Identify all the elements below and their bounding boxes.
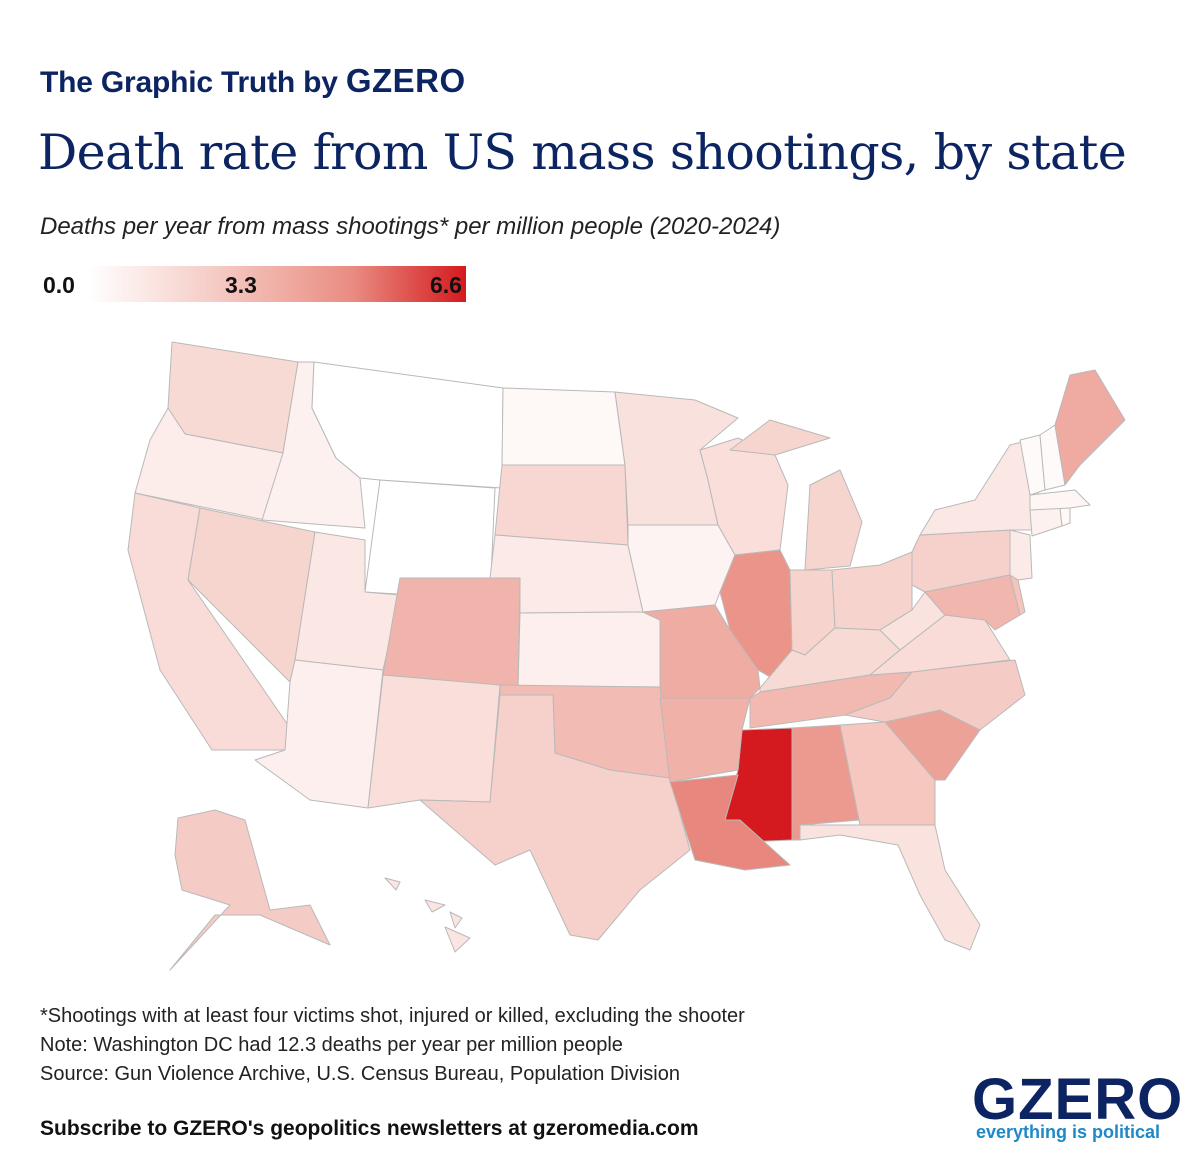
state-ri — [1059, 507, 1071, 527]
footnotes: *Shootings with at least four victims sh… — [40, 1002, 745, 1089]
kicker-brand: GZERO — [345, 62, 466, 99]
state-ct — [1029, 507, 1063, 537]
footnote-source: Source: Gun Violence Archive, U.S. Censu… — [40, 1063, 680, 1085]
page-title: Death rate from US mass shootings, by st… — [38, 124, 1127, 181]
state-la — [669, 774, 791, 871]
state-mi — [729, 419, 863, 571]
state-nd — [501, 387, 626, 466]
us-state-map — [0, 330, 1200, 980]
legend-gradient-bar — [88, 266, 466, 302]
us-map-svg — [127, 341, 1126, 971]
logo-wordmark: GZERO — [972, 1067, 1184, 1132]
state-ny — [919, 439, 1041, 536]
state-sd — [494, 464, 629, 546]
state-ia — [627, 524, 736, 613]
state-nj — [1009, 529, 1033, 581]
kicker-prefix: The Graphic Truth by — [40, 66, 338, 99]
legend-mid-label: 3.3 — [225, 272, 257, 298]
footnote-definition: *Shootings with at least four victims sh… — [40, 1005, 745, 1027]
state-wv — [879, 591, 946, 651]
subscribe-text: Subscribe to GZERO's geopolitics newslet… — [40, 1117, 699, 1140]
color-legend: 0.0 3.3 6.6 — [40, 266, 480, 306]
state-tx — [419, 694, 691, 941]
state-ar — [659, 697, 751, 783]
state-me — [1054, 369, 1126, 486]
map-subtitle: Deaths per year from mass shootings* per… — [40, 213, 781, 240]
state-co — [382, 577, 521, 688]
state-fl — [799, 824, 981, 951]
state-nc — [844, 659, 1026, 731]
state-hi — [384, 877, 471, 953]
state-ma — [1029, 489, 1091, 511]
state-ga — [839, 721, 936, 826]
logo-tagline: everything is political — [976, 1122, 1161, 1142]
gzero-logo: GZERO everything is political — [970, 1066, 1182, 1146]
footnote-dc: Note: Washington DC had 12.3 deaths per … — [40, 1034, 623, 1056]
legend-max-label: 6.6 — [430, 272, 462, 298]
state-ks — [517, 611, 661, 688]
state-ak — [169, 809, 331, 971]
state-nm — [367, 674, 501, 809]
kicker: The Graphic Truth by GZERO — [40, 62, 466, 100]
legend-min-label: 0.0 — [43, 272, 75, 298]
